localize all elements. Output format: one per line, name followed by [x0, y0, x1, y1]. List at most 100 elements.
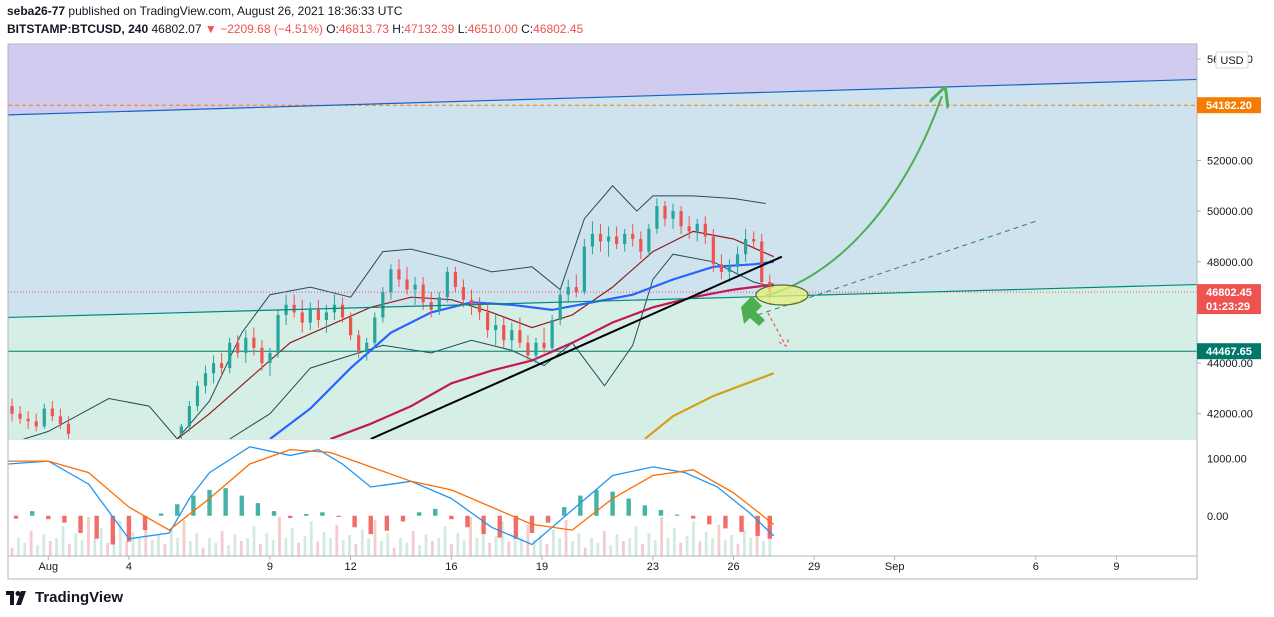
- volume-bar: [233, 534, 237, 556]
- histogram-bar: [594, 489, 599, 516]
- candle-body: [582, 246, 586, 293]
- volume-bar: [666, 538, 670, 556]
- candle: [405, 266, 409, 295]
- candle-body: [316, 309, 320, 320]
- low-label: L:: [457, 22, 468, 36]
- candle-body: [534, 342, 538, 356]
- candle: [655, 198, 659, 234]
- publisher-name[interactable]: seba26-77: [7, 4, 66, 18]
- volume-bar: [87, 517, 90, 556]
- candle-body: [558, 294, 562, 320]
- candle: [719, 254, 723, 280]
- candle-body: [34, 421, 38, 427]
- histogram-bar: [739, 515, 744, 532]
- candle-body: [526, 342, 530, 356]
- candle-body: [695, 223, 699, 232]
- candle: [679, 206, 683, 234]
- volume-bar: [558, 538, 562, 556]
- volume-bar: [647, 533, 651, 556]
- price-tag-box: [1197, 284, 1261, 315]
- candles: [10, 198, 772, 439]
- price-tags: 54182.20 46802.45 01:23:29 44467.65: [1197, 97, 1261, 360]
- moving-average-3: [644, 372, 775, 439]
- bollinger-layer: [22, 185, 774, 439]
- candle-body: [389, 269, 393, 293]
- highlight-ellipse[interactable]: [755, 284, 809, 306]
- volume-bar: [23, 542, 27, 556]
- volume-bar: [520, 538, 523, 556]
- candle-body: [179, 426, 183, 434]
- histogram-bar: [352, 515, 357, 528]
- candle: [486, 302, 490, 338]
- time-tick-label: Sep: [885, 561, 905, 573]
- histogram-bar: [13, 515, 19, 519]
- candle-body: [308, 309, 312, 323]
- volume-bar: [615, 534, 619, 556]
- histogram-bar: [158, 513, 164, 516]
- histogram-bar: [191, 495, 196, 516]
- volume-bar: [723, 539, 727, 556]
- candle-body: [260, 347, 264, 364]
- volume-bar: [379, 541, 383, 556]
- volume-bar: [500, 521, 504, 556]
- candle: [437, 292, 441, 315]
- histogram-bar: [707, 515, 712, 525]
- green-down-arrow[interactable]: [741, 296, 765, 326]
- currency-label: USD: [1220, 55, 1243, 67]
- tradingview-footer[interactable]: TradingView: [6, 589, 123, 606]
- time-tick-label: 26: [727, 561, 739, 573]
- bollinger-upper: [22, 185, 766, 439]
- volume-bar: [405, 542, 409, 556]
- volume-bar: [532, 539, 536, 556]
- oscillator-axis[interactable]: 1000.00 0.00: [1207, 453, 1247, 523]
- volume-bar: [475, 538, 479, 556]
- volume-bar: [309, 521, 313, 556]
- zone-green: [8, 284, 1197, 439]
- main-pane[interactable]: [8, 44, 1197, 444]
- histogram-bar: [449, 515, 454, 520]
- candle-body: [550, 319, 554, 348]
- candle: [615, 226, 619, 250]
- volume-bar: [322, 532, 326, 556]
- time-axis[interactable]: Aug 4 9 12 16 19 23 26 29 Sep 6 9: [39, 556, 1120, 573]
- footer-brand: TradingView: [35, 589, 124, 606]
- candle-body: [365, 342, 369, 351]
- red-dashed-arrow[interactable]: [767, 312, 790, 347]
- candle-body: [598, 233, 603, 242]
- volume-bar: [348, 535, 351, 556]
- candle: [397, 259, 401, 288]
- volume-bar: [144, 524, 148, 556]
- volume-bar: [125, 541, 129, 556]
- candle-body: [486, 312, 490, 331]
- histogram-bar: [94, 515, 99, 539]
- volume-bar: [513, 532, 517, 556]
- candle: [752, 231, 756, 250]
- histogram-bar: [46, 515, 51, 520]
- candle: [510, 322, 514, 351]
- candle: [42, 403, 46, 429]
- candle: [357, 330, 361, 358]
- open-value: 46813.73: [338, 22, 389, 36]
- candle: [703, 216, 707, 245]
- volume-bar: [411, 530, 415, 556]
- signal-line: [8, 448, 775, 531]
- volume-bar: [246, 538, 250, 556]
- candle-body: [518, 330, 522, 343]
- candle: [268, 347, 272, 376]
- candle-body: [348, 317, 353, 336]
- time-tick-label: 29: [808, 561, 820, 573]
- currency-badge[interactable]: USD: [1215, 51, 1249, 69]
- green-projection-arrow[interactable]: [764, 96, 942, 297]
- histogram-bar: [416, 512, 422, 516]
- volume-bar: [265, 533, 269, 556]
- candle: [453, 266, 457, 293]
- oscillator-pane[interactable]: [8, 446, 775, 556]
- candle: [743, 228, 748, 262]
- histogram-bar: [433, 508, 438, 516]
- candle-body: [655, 206, 659, 229]
- open-label: O:: [326, 22, 339, 36]
- volume-bar: [418, 545, 421, 556]
- histogram-bar: [239, 495, 244, 516]
- histogram-bar: [304, 514, 309, 516]
